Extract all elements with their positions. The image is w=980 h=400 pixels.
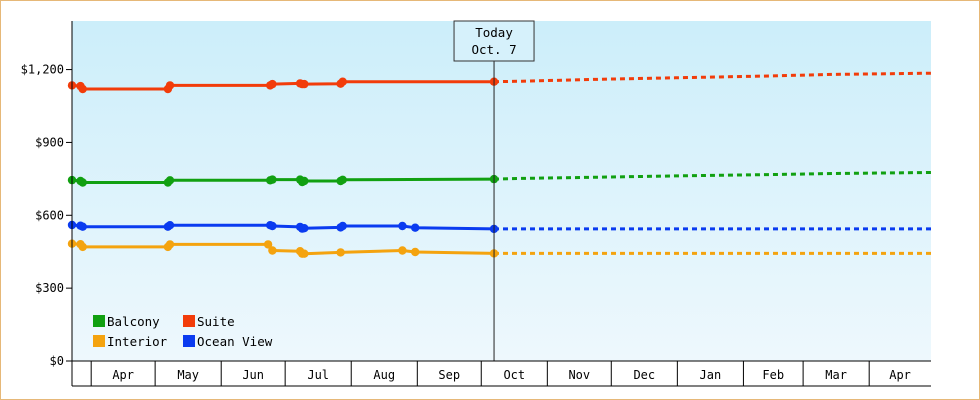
legend-swatch bbox=[93, 335, 105, 347]
y-tick-label: $900 bbox=[35, 135, 64, 149]
data-point bbox=[78, 178, 87, 187]
y-tick-label: $300 bbox=[35, 281, 64, 295]
plot-background bbox=[72, 21, 931, 361]
data-point bbox=[398, 221, 407, 231]
data-point bbox=[165, 176, 175, 185]
today-date: Oct. 7 bbox=[471, 42, 516, 57]
today-marker: Today Oct. 7 bbox=[453, 20, 535, 361]
data-point bbox=[263, 240, 273, 249]
forecast-line bbox=[493, 71, 932, 84]
data-point bbox=[411, 223, 420, 232]
legend-label: Balcony bbox=[107, 314, 160, 329]
series-balcony bbox=[67, 171, 932, 187]
data-point bbox=[165, 221, 175, 230]
y-tick-label: $0 bbox=[50, 354, 64, 368]
x-tick-label: Nov bbox=[568, 368, 590, 382]
x-tick-label: Jun bbox=[242, 368, 264, 382]
legend-swatch bbox=[93, 315, 105, 327]
y-tick-label: $1,200 bbox=[21, 63, 64, 77]
x-tick-label: Dec bbox=[633, 368, 655, 382]
series-layer bbox=[67, 71, 932, 258]
x-tick-label: Apr bbox=[112, 368, 134, 382]
legend-label: Ocean View bbox=[197, 334, 273, 349]
series-ocean-view bbox=[67, 220, 931, 234]
x-tick-label: Feb bbox=[762, 368, 784, 382]
data-point bbox=[338, 221, 347, 231]
data-point bbox=[78, 84, 87, 94]
today-box bbox=[453, 20, 535, 62]
data-point bbox=[78, 242, 87, 252]
legend-swatch bbox=[183, 335, 195, 347]
x-tick-label: Aug bbox=[373, 368, 395, 382]
forecast-line bbox=[493, 171, 932, 181]
x-tick-label: Oct bbox=[503, 368, 525, 382]
x-tick-label: Mar bbox=[825, 368, 847, 382]
data-point bbox=[300, 176, 309, 186]
legend: Balcony Suite Interior Ocean View bbox=[93, 314, 273, 349]
y-tick-label: $600 bbox=[35, 208, 64, 222]
legend-item: Interior bbox=[93, 334, 168, 349]
data-point bbox=[300, 79, 309, 89]
data-point bbox=[300, 224, 309, 233]
data-point bbox=[411, 247, 420, 257]
data-point bbox=[165, 81, 175, 90]
data-point bbox=[268, 175, 277, 184]
x-tick-label: May bbox=[177, 368, 199, 382]
series-line bbox=[71, 242, 495, 256]
series-suite bbox=[67, 71, 932, 94]
data-point bbox=[300, 249, 309, 258]
legend-label: Suite bbox=[197, 314, 235, 329]
data-point bbox=[338, 77, 347, 86]
x-tick-label: Apr bbox=[889, 368, 911, 382]
legend-item: Suite bbox=[183, 314, 235, 329]
data-point bbox=[165, 240, 175, 249]
x-tick-label: Sep bbox=[438, 368, 460, 382]
x-tick-label: Jan bbox=[700, 368, 722, 382]
today-label: Today bbox=[475, 25, 513, 40]
legend-item: Balcony bbox=[93, 314, 160, 329]
data-point bbox=[268, 246, 277, 255]
data-point bbox=[336, 248, 345, 257]
data-point bbox=[78, 222, 87, 231]
x-tick-label: Jul bbox=[307, 368, 329, 382]
data-point bbox=[268, 79, 277, 89]
data-point bbox=[268, 221, 277, 231]
axes-layer: $0 $300 $600 $900 $1,200 Apr May Jun Jul Aug Sep Oc… bbox=[21, 21, 931, 387]
legend-swatch bbox=[183, 315, 195, 327]
legend-label: Interior bbox=[107, 334, 168, 349]
legend-item: Ocean View bbox=[183, 334, 273, 349]
series-interior bbox=[67, 239, 931, 258]
data-point bbox=[398, 246, 407, 255]
data-point bbox=[338, 175, 347, 184]
